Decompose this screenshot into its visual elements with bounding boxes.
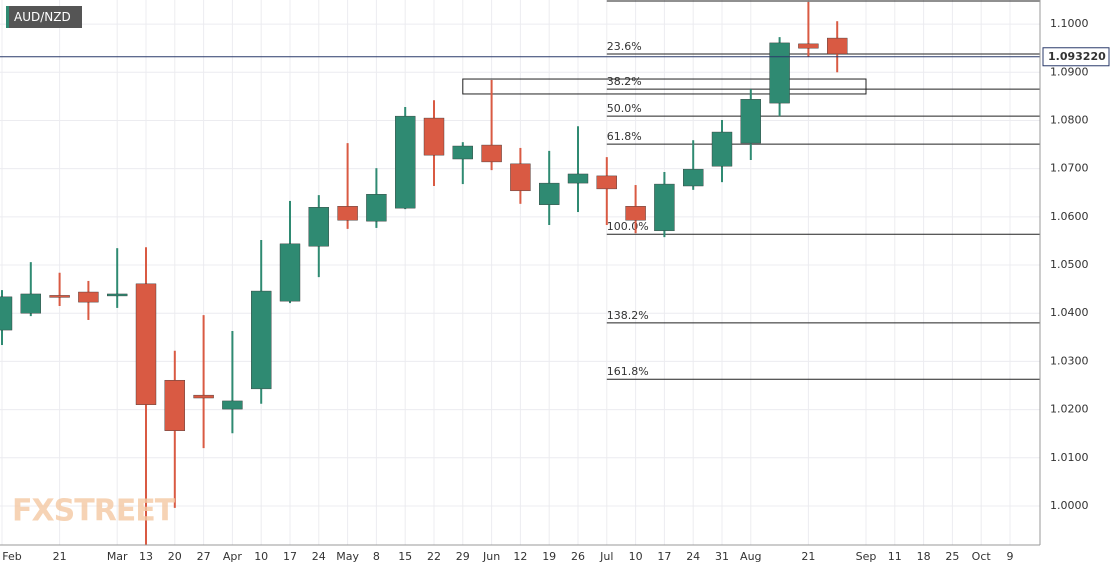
candle-body xyxy=(423,117,445,156)
x-tick-label: 10 xyxy=(629,550,643,563)
chart-title: AUD/NZD xyxy=(14,10,71,24)
candle-body xyxy=(567,173,589,184)
fib-label: 138.2% xyxy=(607,309,649,322)
candle-body xyxy=(395,115,416,209)
candle-body xyxy=(625,206,646,221)
y-tick-label: 1.0400 xyxy=(1050,306,1089,319)
x-tick-label: 15 xyxy=(398,550,412,563)
zone xyxy=(462,78,867,95)
candle-body xyxy=(193,394,214,399)
fib-label: 61.8% xyxy=(607,130,642,143)
x-tick-label: 17 xyxy=(657,550,671,563)
price-label: 1.093220 xyxy=(1048,50,1106,63)
candle-body xyxy=(279,243,301,302)
candle-body xyxy=(539,182,560,205)
x-tick-label: 20 xyxy=(168,550,182,563)
y-tick-label: 1.0100 xyxy=(1050,451,1089,464)
candle-body xyxy=(337,206,358,221)
candle-body xyxy=(222,400,243,410)
candle-body xyxy=(769,42,790,104)
y-tick-label: 1.0600 xyxy=(1050,210,1089,223)
candle-body xyxy=(481,144,502,163)
y-tick-label: 1.0700 xyxy=(1050,162,1089,175)
x-tick-label: 22 xyxy=(427,550,441,563)
x-tick-label: 29 xyxy=(456,550,470,563)
x-tick-label: Feb xyxy=(2,550,21,563)
fib-label: 38.2% xyxy=(607,75,642,88)
y-tick-label: 1.0000 xyxy=(1050,499,1089,512)
candle-body xyxy=(711,131,733,167)
x-tick-label: 8 xyxy=(373,550,380,563)
candle-body xyxy=(740,99,761,144)
y-tick-label: 1.0900 xyxy=(1050,65,1089,78)
candle-body xyxy=(452,145,473,160)
x-tick-label: May xyxy=(336,550,359,563)
candle-body xyxy=(135,283,157,405)
candle-body xyxy=(683,168,704,187)
plot: 23.6% 38.2% 50.0% 61.8% 100.0% 138.2% 161.8% xyxy=(0,0,1040,545)
x-tick-label: 21 xyxy=(801,550,815,563)
x-tick-label: 21 xyxy=(53,550,67,563)
x-tick-label: 27 xyxy=(197,550,211,563)
candle-body xyxy=(0,296,13,331)
symbol-badge xyxy=(6,6,82,28)
candle-body xyxy=(510,163,531,192)
x-tick-label: Jul xyxy=(599,550,613,563)
fib-label: 161.8% xyxy=(607,365,649,378)
x-tick-label: 9 xyxy=(1007,550,1014,563)
x-tick-label: Oct xyxy=(972,550,992,563)
x-tick-label: 25 xyxy=(945,550,959,563)
x-tick-label: Jun xyxy=(482,550,500,563)
candle-body xyxy=(20,293,41,314)
x-tick-label: 17 xyxy=(283,550,297,563)
x-tick-label: Mar xyxy=(107,550,128,563)
candle-body xyxy=(827,37,848,55)
candle-body xyxy=(250,290,272,390)
candle-body xyxy=(106,293,128,297)
x-tick-label: 11 xyxy=(888,550,902,563)
fib-label: 50.0% xyxy=(607,102,642,115)
fib-label: 100.0% xyxy=(607,220,649,233)
candle-body xyxy=(798,43,819,49)
x-tick-label: 12 xyxy=(513,550,527,563)
candle-body xyxy=(78,291,99,303)
y-tick-label: 1.0300 xyxy=(1050,354,1089,367)
price-badge xyxy=(1042,47,1110,67)
candle-body xyxy=(308,207,329,247)
x-tick-label: 19 xyxy=(542,550,556,563)
x-tick-label: 26 xyxy=(571,550,585,563)
x-tick-label: Sep xyxy=(856,550,877,563)
candle-body xyxy=(366,193,387,222)
x-tick-label: 24 xyxy=(686,550,700,563)
candle-body xyxy=(654,183,675,232)
candle-body xyxy=(596,175,617,190)
fib-label: 23.6% xyxy=(607,40,642,53)
x-tick-label: 10 xyxy=(254,550,268,563)
candle-body xyxy=(164,379,186,431)
candle-body xyxy=(49,295,70,298)
watermark: FXSTREET xyxy=(12,494,176,529)
x-tick-label: Aug xyxy=(740,550,761,563)
x-tick-label: Apr xyxy=(223,550,243,563)
y-tick-label: 1.0500 xyxy=(1050,258,1089,271)
x-tick-label: 18 xyxy=(917,550,931,563)
x-tick-label: 13 xyxy=(139,550,153,563)
x-tick-label: 24 xyxy=(312,550,326,563)
y-tick-label: 1.0800 xyxy=(1050,113,1089,126)
x-tick-label: 31 xyxy=(715,550,729,563)
y-tick-label: 1.1000 xyxy=(1050,17,1089,30)
symbol-badge-accent xyxy=(6,6,9,28)
y-tick-label: 1.0200 xyxy=(1050,403,1089,416)
